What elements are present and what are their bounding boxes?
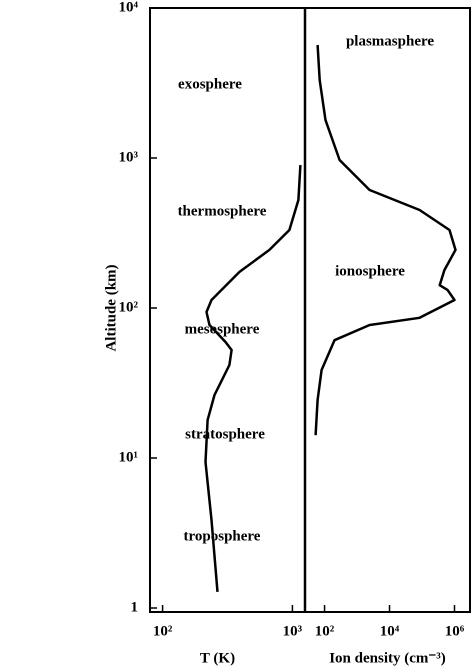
region-label: plasmasphere — [346, 33, 434, 49]
y-tick-label: 10¹ — [119, 449, 139, 465]
x-tick-label: 10² — [153, 623, 173, 639]
region-label: troposphere — [184, 528, 261, 544]
y-tick-label: 10² — [119, 299, 139, 315]
y-tick-label: 10⁴ — [119, 0, 139, 15]
x-axis-label: T (K) — [200, 650, 235, 666]
data-line — [204, 165, 302, 593]
x-tick-label: 10³ — [283, 623, 303, 639]
x-tick-label: 10⁶ — [445, 623, 465, 639]
region-label: exosphere — [178, 76, 242, 92]
data-line — [314, 44, 457, 436]
y-tick-label: 1 — [131, 599, 139, 615]
x-tick-label: 10² — [315, 623, 335, 639]
region-label: stratosphere — [185, 426, 265, 442]
region-label: ionosphere — [335, 263, 405, 279]
region-label: thermosphere — [178, 203, 267, 219]
frame — [149, 7, 471, 613]
y-axis-label: Altitude (km) — [103, 264, 119, 351]
y-tick-label: 10³ — [119, 149, 139, 165]
region-label: mesosphere — [185, 321, 260, 337]
x-tick-label: 10⁴ — [380, 623, 400, 639]
x-axis-label: Ion density (cm⁻³) — [329, 650, 446, 666]
